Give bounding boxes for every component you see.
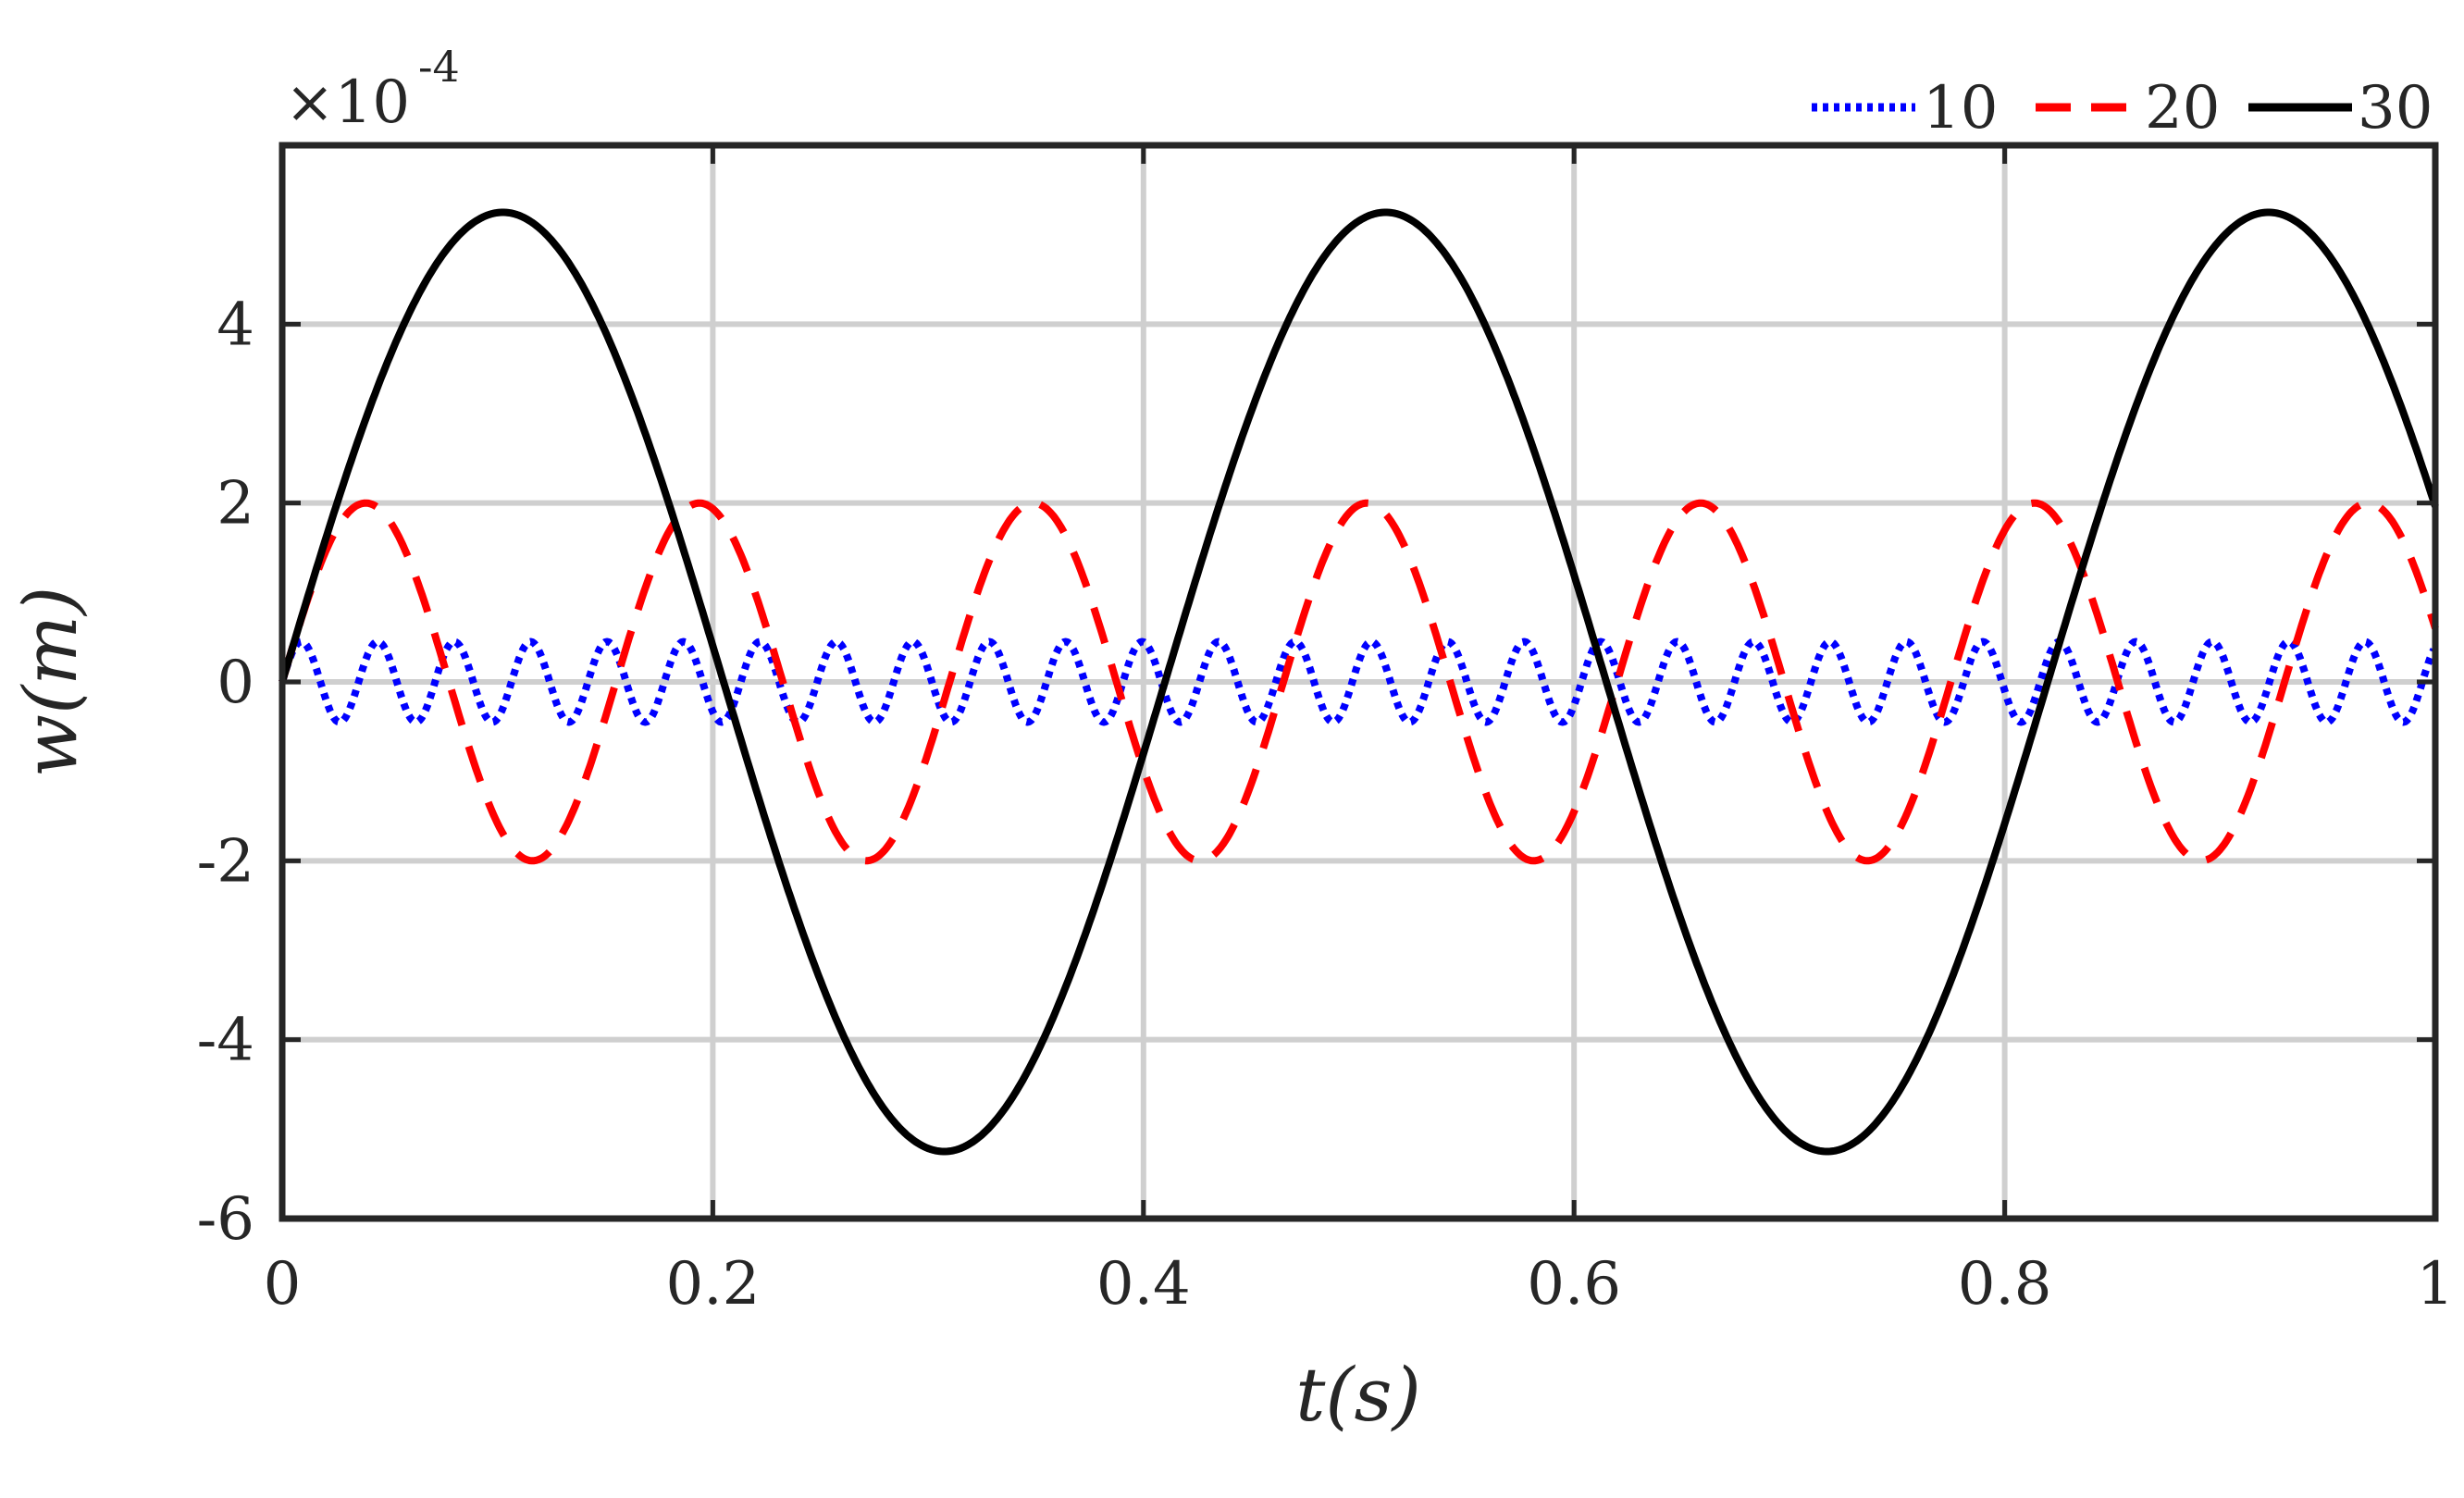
series-line-20 <box>279 499 2439 865</box>
x-tick-labels: 0 0.2 0.4 0.6 0.8 1 <box>264 1250 2455 1318</box>
y-tick-label: -6 <box>197 1185 254 1254</box>
legend: 10 20 30 <box>1812 74 2433 142</box>
x-tick-label: 0 <box>264 1250 302 1318</box>
series-line-30 <box>279 208 2439 1156</box>
grid-lines <box>282 145 2435 1219</box>
y-tick-label: -2 <box>197 827 254 896</box>
y-exponent-power: -4 <box>418 42 460 92</box>
x-tick-label: 0.8 <box>1958 1250 2052 1318</box>
x-tick-label: 0.4 <box>1096 1250 1191 1318</box>
y-tick-label: 4 <box>217 291 254 359</box>
y-tick-label: 0 <box>217 649 254 717</box>
y-tick-label: 2 <box>217 470 254 539</box>
y-tick-label: -4 <box>197 1007 254 1075</box>
x-tick-label: 1 <box>2417 1250 2455 1318</box>
legend-label-30: 30 <box>2358 74 2433 142</box>
y-exponent-multiplier: ×10 <box>285 68 410 137</box>
y-axis-label: w(m) <box>7 587 93 778</box>
tick-marks <box>279 145 2438 1221</box>
legend-label-20: 20 <box>2145 74 2220 142</box>
y-tick-labels: -6 -4 -2 0 2 4 <box>197 291 254 1254</box>
plot-lines <box>279 208 2439 1156</box>
legend-label-10: 10 <box>1923 74 1998 142</box>
x-tick-label: 0.6 <box>1527 1250 1621 1318</box>
x-axis-label: t(s) <box>1295 1352 1421 1438</box>
x-tick-label: 0.2 <box>666 1250 761 1318</box>
